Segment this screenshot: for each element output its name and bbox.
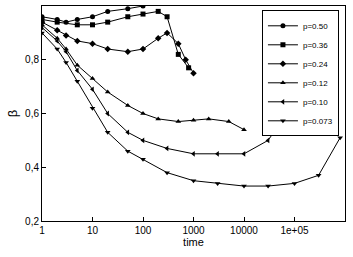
svg-text:10000: 10000 (230, 225, 258, 236)
svg-text:0,4: 0,4 (25, 162, 39, 173)
svg-text:0,6: 0,6 (25, 108, 39, 119)
svg-text:p=0.10: p=0.10 (303, 98, 328, 107)
svg-text:p=0.36: p=0.36 (303, 41, 328, 50)
svg-text:p=0.50: p=0.50 (303, 22, 328, 31)
svg-text:10: 10 (87, 225, 99, 236)
svg-text:1: 1 (39, 225, 45, 236)
svg-text:0,8: 0,8 (25, 54, 39, 65)
svg-text:time: time (183, 236, 204, 248)
svg-text:p=0.073: p=0.073 (303, 117, 333, 126)
svg-text:1e+05: 1e+05 (280, 225, 309, 236)
svg-text:p=0.12: p=0.12 (303, 79, 328, 88)
svg-text:100: 100 (135, 225, 152, 236)
svg-text:0,2: 0,2 (25, 216, 39, 227)
svg-text:β: β (5, 110, 20, 117)
svg-text:1000: 1000 (182, 225, 205, 236)
svg-text:p=0.24: p=0.24 (303, 60, 328, 69)
